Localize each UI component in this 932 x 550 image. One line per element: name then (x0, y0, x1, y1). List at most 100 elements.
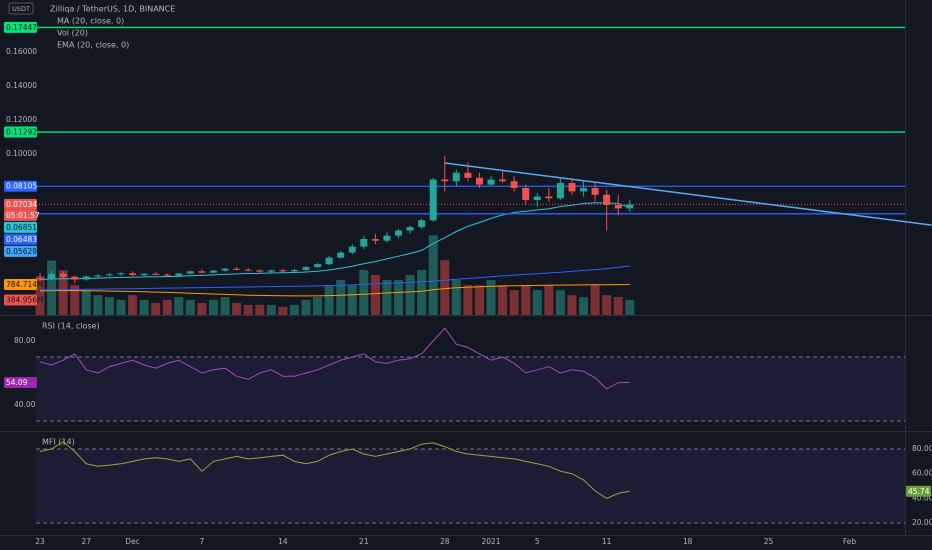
volume-bar (93, 295, 103, 315)
volume-bar (451, 280, 461, 315)
x-tick-label: 5 (535, 537, 540, 546)
candle-body (186, 271, 194, 274)
price-label: 0.08105 (6, 182, 37, 191)
candle-body (82, 276, 90, 280)
candle-body (499, 179, 507, 182)
volume-bar (359, 269, 369, 315)
x-tick-label: 7 (200, 537, 205, 546)
y-tick-label: 0.12000 (6, 115, 37, 124)
price-label-box (4, 198, 37, 210)
volume-bar (266, 304, 276, 315)
candle-body (221, 268, 229, 271)
candle-body (59, 273, 67, 277)
indicator-line (39, 440, 630, 499)
price-label-box (4, 21, 37, 33)
price-label: 384.956M (6, 296, 44, 305)
price-label: 0.06851 (6, 223, 37, 232)
candle-body (626, 204, 634, 209)
volume-bar (602, 295, 612, 315)
candle-body (556, 182, 564, 199)
candle-body (279, 270, 287, 272)
price-label-box (4, 233, 37, 245)
candle-body (591, 188, 599, 195)
candle-body (568, 182, 576, 192)
volume-bar (289, 304, 299, 315)
volume-bar (567, 295, 577, 315)
price-label-box (4, 245, 37, 257)
indicator-line (39, 327, 630, 390)
candle-body (475, 177, 483, 185)
volume-bar (116, 299, 126, 315)
volume-bar (151, 302, 161, 315)
candle-body (580, 188, 588, 192)
y-tick-label: 0.16000 (6, 47, 37, 56)
candle-body (163, 274, 171, 276)
candle-body (140, 273, 148, 276)
x-tick-label: Dec (125, 537, 140, 546)
price-label-box (906, 485, 931, 497)
candle-body (395, 230, 403, 236)
volume-bar (139, 299, 149, 315)
candle-body (533, 196, 541, 200)
volume-bar (544, 285, 554, 315)
candle-body (210, 270, 218, 273)
y-tick-label: 80.00 (912, 444, 932, 453)
volume-bar (347, 285, 357, 315)
candle-body (545, 196, 553, 199)
volume-bar (498, 285, 508, 315)
volume-bar (174, 297, 184, 315)
volume-bar (185, 299, 195, 315)
candle-body (487, 179, 495, 185)
candle-body (429, 179, 437, 221)
trendline (444, 162, 932, 226)
candle-body (198, 271, 206, 273)
pane-title: RSI (14, close) (42, 322, 100, 331)
volume-bar (336, 280, 346, 315)
candle-body (452, 172, 460, 182)
candle-body (464, 172, 472, 178)
volume-bar (625, 300, 635, 315)
price-label-box (4, 209, 37, 221)
price-label: 0.05629 (6, 247, 37, 256)
legend-entry: EMA (20, close, 0) (57, 41, 129, 50)
candle-body (290, 269, 298, 272)
volume-bar (197, 302, 207, 315)
volume-bar (382, 280, 392, 315)
candle-body (522, 188, 530, 200)
volume-bar (104, 297, 114, 315)
x-tick-label: 14 (278, 537, 288, 546)
y-tick-label: 0.10000 (6, 149, 37, 158)
y-tick-label: 40.00 (912, 493, 932, 502)
volume-bar (243, 304, 253, 315)
candle-body (337, 252, 345, 258)
candle-body (441, 179, 449, 182)
volume-bar (35, 276, 45, 315)
candle-body (129, 273, 137, 276)
candle-body (36, 278, 44, 280)
currency-box[interactable] (8, 2, 34, 15)
candle-body (614, 205, 622, 209)
price-label: 784.714M (6, 280, 44, 289)
price-label-box (4, 278, 37, 290)
candle-body (360, 239, 368, 247)
price-label-box (4, 294, 37, 306)
candle-body (418, 220, 426, 228)
band-fill (36, 356, 905, 422)
candle-body (71, 276, 79, 280)
volume-bar (428, 235, 438, 315)
volume-bar (474, 285, 484, 315)
y-tick-label: 40.00 (14, 400, 36, 409)
price-label: 0.06483 (6, 235, 37, 244)
y-tick-label: 0.14000 (6, 81, 37, 90)
y-tick-label: 20.00 (912, 518, 932, 527)
price-label: 0.17447 (6, 23, 37, 32)
pane-title: MFI (14) (42, 438, 75, 447)
x-tick-label: 27 (82, 537, 92, 546)
volume-bar (301, 299, 311, 315)
candle-body (105, 274, 113, 276)
ma-line (39, 265, 630, 291)
price-label: 0.07034 (6, 200, 37, 209)
candle-body (314, 264, 322, 268)
candle-body (510, 181, 518, 189)
x-tick-label: 28 (440, 537, 450, 546)
